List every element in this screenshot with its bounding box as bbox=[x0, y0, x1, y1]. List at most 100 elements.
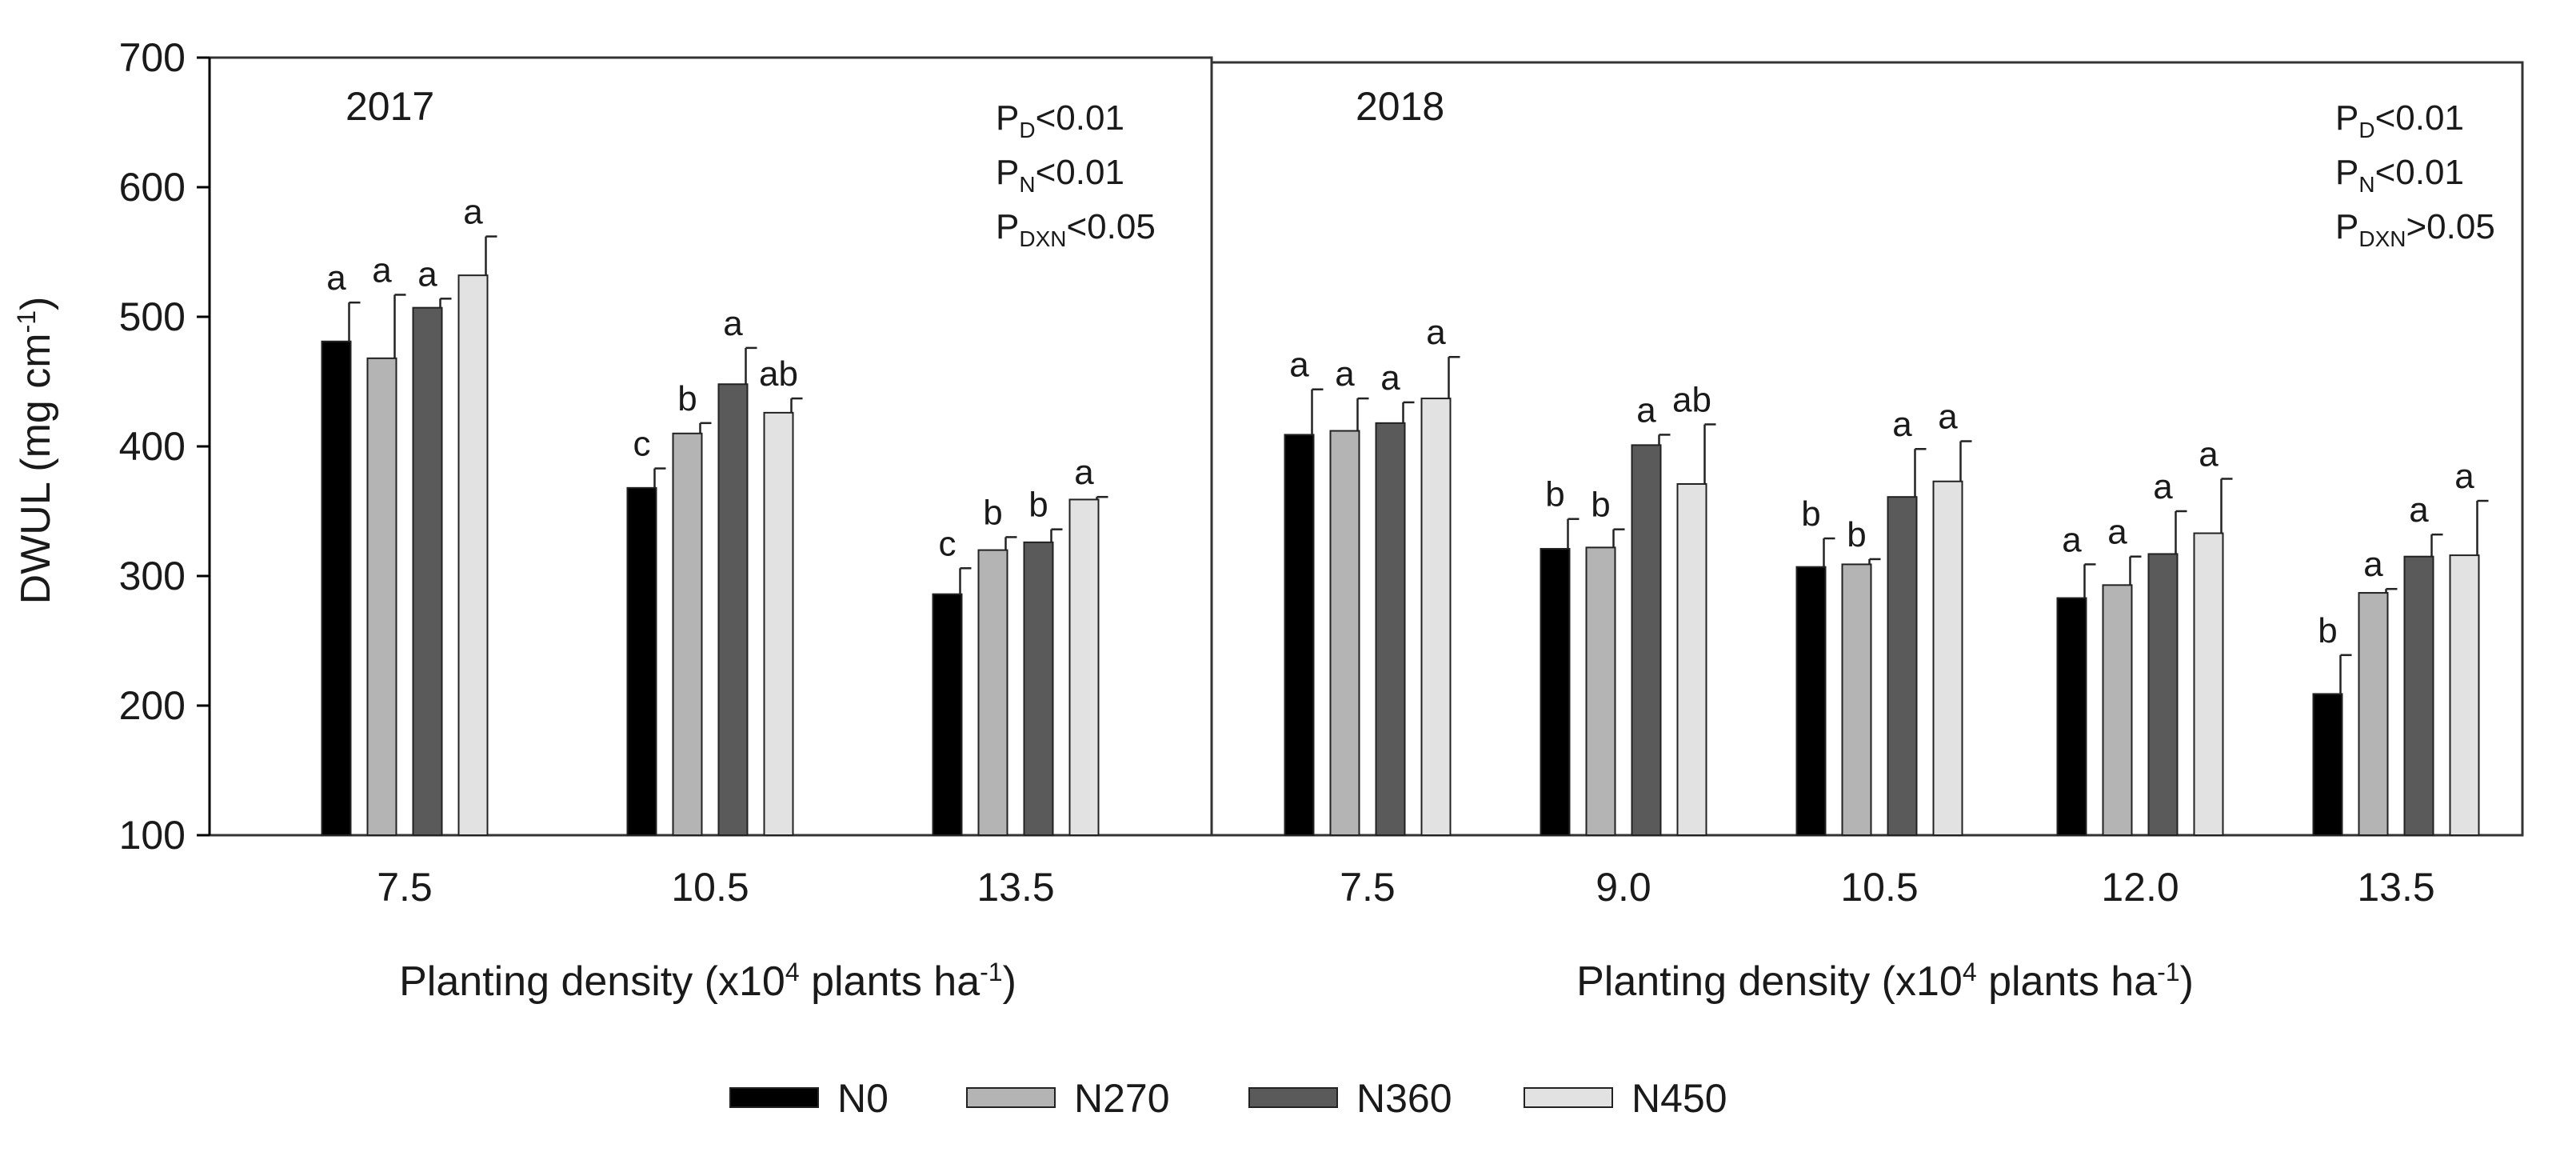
x-axis-label-2017: Planting density (x104 plants ha-1) bbox=[399, 958, 1016, 1005]
x-axis-label-2018: Planting density (x104 plants ha-1) bbox=[1576, 958, 2194, 1005]
legend-swatch-n450 bbox=[1524, 1087, 1613, 1108]
legend-label: N360 bbox=[1356, 1076, 1452, 1121]
x-tick-label: 10.5 bbox=[671, 865, 749, 910]
significance-letter: a bbox=[1426, 313, 1446, 352]
x-axis-label-sup1: 4 bbox=[1963, 958, 1977, 986]
x-axis-label-sup2: -1 bbox=[2157, 958, 2179, 986]
bar-n0 bbox=[1795, 566, 1827, 836]
bar-n450 bbox=[1068, 498, 1100, 836]
significance-letter: b bbox=[1028, 486, 1048, 525]
stat-line: PD<0.01 bbox=[996, 98, 1124, 142]
significance-letter: b bbox=[983, 493, 1002, 532]
y-tick-label: 300 bbox=[119, 554, 186, 598]
bar-n0 bbox=[932, 593, 963, 836]
significance-letter: a bbox=[2454, 457, 2474, 496]
bar-n0 bbox=[2312, 693, 2343, 836]
panel-year-label: 2017 bbox=[345, 84, 434, 129]
x-axis-label-end: ) bbox=[1003, 958, 1016, 1005]
significance-letter: a bbox=[372, 250, 392, 290]
y-tick-label: 500 bbox=[119, 294, 186, 339]
significance-letter: b bbox=[677, 379, 697, 418]
bar-n270 bbox=[1841, 563, 1872, 836]
bar-n270 bbox=[2102, 584, 2133, 837]
significance-letter: a bbox=[2363, 545, 2383, 584]
significance-letter: a bbox=[1380, 358, 1400, 398]
significance-letter: ab bbox=[759, 354, 798, 394]
significance-letter: a bbox=[1892, 405, 1912, 444]
bar-n270 bbox=[672, 432, 703, 836]
bar-n450 bbox=[457, 274, 489, 837]
significance-letter: b bbox=[1801, 494, 1820, 534]
bar-n450 bbox=[1676, 482, 1707, 836]
x-tick-label: 7.5 bbox=[1340, 865, 1396, 910]
bar-n0 bbox=[321, 340, 352, 836]
bar-n450 bbox=[2449, 554, 2480, 837]
y-axis-label-end: ) bbox=[13, 297, 59, 310]
legend-label: N450 bbox=[1631, 1076, 1727, 1121]
y-axis-label: DWUL (mg cm-1) bbox=[12, 297, 59, 605]
x-tick-label: 13.5 bbox=[976, 865, 1054, 910]
significance-letter: a bbox=[2409, 490, 2429, 530]
bar-n0 bbox=[1284, 434, 1315, 836]
y-tick-label: 400 bbox=[119, 424, 186, 469]
significance-letter: a bbox=[1335, 354, 1355, 394]
bar-n0 bbox=[626, 486, 657, 837]
significance-letter: a bbox=[326, 258, 346, 298]
y-tick-label: 100 bbox=[119, 813, 186, 858]
y-tick-label: 700 bbox=[119, 35, 186, 80]
stat-line: PN<0.01 bbox=[996, 153, 1124, 197]
significance-letter: a bbox=[2107, 513, 2127, 552]
legend-label: N270 bbox=[1074, 1076, 1170, 1121]
significance-letter: a bbox=[2062, 520, 2082, 559]
significance-letter: a bbox=[2153, 467, 2173, 506]
bar-n360 bbox=[1631, 444, 1662, 836]
bar-n360 bbox=[2403, 555, 2434, 836]
x-axis-label-pre: Planting density (x10 bbox=[1576, 958, 1963, 1005]
bar-n270 bbox=[1585, 546, 1616, 836]
legend-swatch-n270 bbox=[966, 1087, 1056, 1108]
x-axis-label-pre: Planting density (x10 bbox=[399, 958, 785, 1005]
bar-n270 bbox=[366, 357, 397, 836]
x-axis-label-mid: plants ha bbox=[800, 958, 980, 1005]
bar-n360 bbox=[1023, 541, 1054, 836]
bar-n360 bbox=[717, 383, 749, 836]
significance-letter: a bbox=[723, 304, 743, 343]
legend-swatch-n360 bbox=[1248, 1087, 1338, 1108]
bar-n0 bbox=[1540, 547, 1571, 836]
significance-letter: a bbox=[2199, 435, 2219, 474]
stat-line: PDXN<0.05 bbox=[996, 207, 1156, 251]
y-axis: 100 200 300 400 500 600 700 bbox=[119, 35, 211, 858]
y-axis-label-sup: -1 bbox=[12, 310, 41, 333]
bar-n270 bbox=[1329, 430, 1360, 836]
y-axis-label-main: DWUL (mg cm bbox=[13, 333, 59, 604]
legend-label: N0 bbox=[837, 1076, 889, 1121]
bar-n450 bbox=[1932, 480, 1963, 836]
x-axis-label-sup2: -1 bbox=[980, 958, 1002, 986]
legend: N0 N270 N360 N450 bbox=[729, 1076, 1727, 1121]
stat-line: PDXN>0.05 bbox=[2335, 207, 2495, 251]
bar-n450 bbox=[763, 411, 794, 836]
x-tick-label: 7.5 bbox=[377, 865, 433, 910]
legend-swatch-n0 bbox=[729, 1087, 819, 1108]
bar-n270 bbox=[977, 549, 1008, 836]
x-tick-label: 13.5 bbox=[2357, 865, 2434, 910]
bar-n450 bbox=[1420, 398, 1452, 836]
y-tick-label: 200 bbox=[119, 683, 186, 728]
bar-n360 bbox=[1887, 496, 1918, 836]
significance-letter: b bbox=[1591, 486, 1610, 525]
significance-letter: a bbox=[463, 193, 483, 232]
bar-n360 bbox=[1375, 422, 1406, 836]
x-tick-label: 10.5 bbox=[1840, 865, 1918, 910]
y-tick-label: 600 bbox=[119, 165, 186, 210]
stat-line: PD<0.01 bbox=[2335, 98, 2464, 142]
bar-n450 bbox=[2193, 532, 2224, 836]
bar-n360 bbox=[2147, 553, 2179, 837]
significance-letter: c bbox=[939, 524, 957, 563]
significance-letter: b bbox=[1847, 515, 1866, 554]
significance-letter: a bbox=[1938, 398, 1958, 437]
x-tick-label: 9.0 bbox=[1596, 865, 1651, 910]
stat-line: PN<0.01 bbox=[2335, 153, 2464, 197]
